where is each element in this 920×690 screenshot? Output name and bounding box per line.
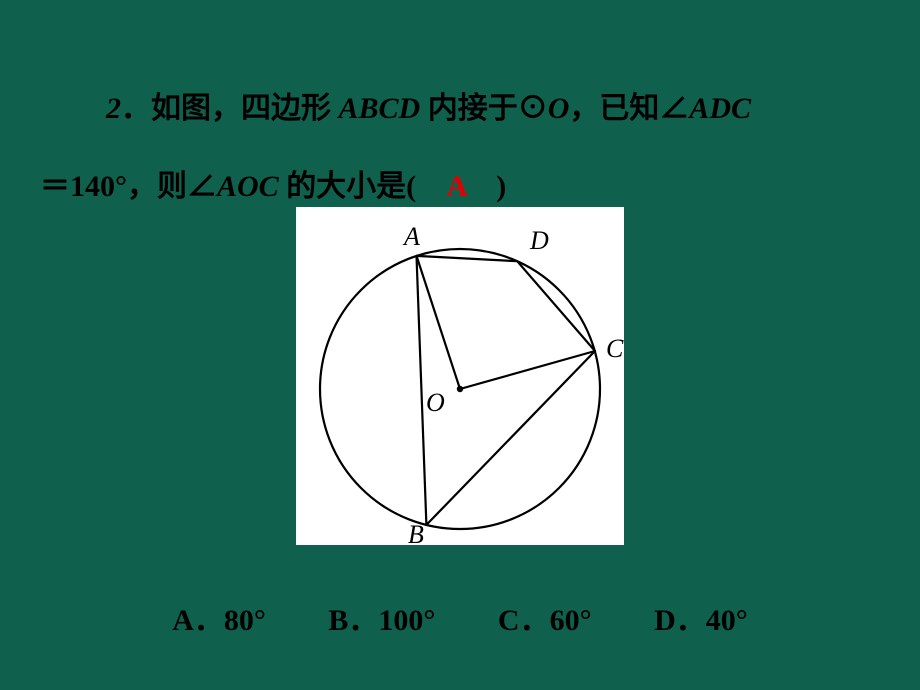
q-line1-post: ，已知∠ (569, 92, 689, 125)
slide: 2．如图，四边形 ABCD 内接于⊙O，已知∠ADC ＝140°，则∠AOC 的… (0, 0, 920, 690)
q-abcd: ABCD (339, 92, 421, 125)
option-b: B．100° (328, 595, 435, 639)
question-number: 2 (106, 92, 121, 125)
q-line1-mid: 内接于⊙ (420, 92, 548, 125)
q-adc: ADC (689, 92, 751, 125)
question-text: 2．如图，四边形 ABCD 内接于⊙O，已知∠ADC ＝140°，则∠AOC 的… (40, 70, 880, 226)
option-a: A．80° (172, 595, 266, 639)
q-line2-end: ) (466, 170, 506, 203)
q-aoc: AOC (217, 170, 279, 203)
svg-text:B: B (408, 520, 424, 545)
geometry-figure: A B C D O (296, 207, 624, 545)
answer-letter: A (446, 170, 466, 203)
svg-text:D: D (529, 226, 549, 255)
svg-text:O: O (426, 388, 445, 417)
q-line1-pre: ．如图，四边形 (121, 92, 339, 125)
q-line2-post: 的大小是( (279, 170, 447, 203)
svg-text:C: C (606, 334, 624, 363)
svg-text:A: A (402, 222, 420, 251)
q-line2-pre: ＝140°，则∠ (40, 170, 217, 203)
option-d: D．40° (654, 595, 748, 639)
q-o: O (548, 92, 570, 125)
options-row: A．80° B．100° C．60° D．40° (0, 595, 920, 639)
option-c: C．60° (498, 595, 592, 639)
